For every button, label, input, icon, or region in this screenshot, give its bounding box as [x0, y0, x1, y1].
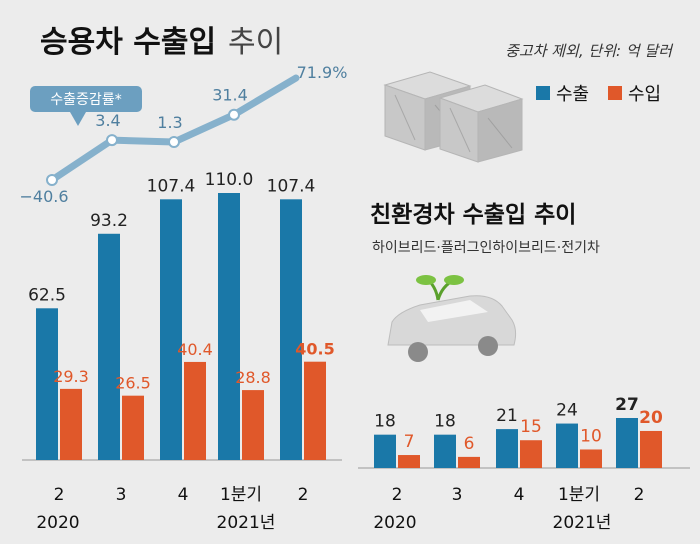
growth-rate-point	[106, 134, 118, 147]
year-label: 2021년	[217, 513, 276, 533]
x-tick-label: 4	[178, 485, 189, 505]
eco-export-value-label: 18	[374, 412, 396, 432]
x-tick-label: 2	[298, 485, 309, 505]
export-bar	[280, 199, 302, 460]
chart-marks: 62.5 93.2 107.4 110.0 107.4 29.3 26.5 40.4 28.8 4…	[19, 63, 663, 505]
growth-rate-point	[46, 174, 58, 186]
export-bar	[160, 199, 182, 460]
export-value-label: 93.2	[90, 211, 128, 231]
eco-import-value-label: 6	[464, 434, 475, 454]
export-bar	[98, 233, 120, 460]
x-tick-label: 2	[54, 485, 65, 505]
import-bar	[242, 390, 264, 460]
growth-rate-badge-label: 수출증감률*	[50, 92, 121, 108]
import-value-label: 28.8	[235, 368, 271, 387]
crates-illustration	[383, 71, 524, 163]
year-label: 2021년	[553, 513, 612, 533]
export-value-label: 107.4	[267, 176, 316, 196]
growth-rate-point	[228, 108, 240, 121]
growth-rate-label: 1.3	[157, 113, 182, 132]
eco-import-value-label: 10	[580, 426, 602, 446]
eco-x-tick-label: 3	[452, 485, 463, 505]
eco-x-tick-label: 1분기	[558, 485, 600, 505]
eco-export-bar	[496, 429, 518, 468]
eco-export-value-label: 18	[434, 412, 456, 432]
main-title-suffix: 추이	[228, 25, 283, 60]
year-label: 2020	[373, 513, 416, 533]
eco-import-value-label: 15	[520, 417, 542, 437]
import-value-label: 40.5	[295, 340, 334, 359]
eco-export-bar	[556, 423, 578, 468]
growth-rate-label: 71.9%	[297, 63, 348, 82]
eco-x-tick-label: 2	[634, 485, 645, 505]
eco-import-bar	[398, 455, 420, 468]
eco-import-bar	[458, 456, 480, 468]
import-bar	[184, 361, 206, 460]
import-bar	[122, 395, 144, 460]
export-bar	[218, 193, 240, 460]
growth-rate-label: −40.6	[19, 187, 68, 206]
legend-import-label: 수입	[628, 84, 661, 105]
import-bar	[304, 361, 326, 460]
export-value-label: 62.5	[28, 285, 66, 305]
growth-rate-badge: 수출증감률*	[30, 86, 142, 126]
eco-import-bar	[640, 430, 662, 468]
import-value-label: 40.4	[177, 340, 213, 359]
export-value-label: 110.0	[205, 170, 254, 190]
eco-export-value-label: 27	[615, 395, 639, 415]
eco-import-value-label: 20	[639, 408, 663, 428]
legend-import-swatch	[608, 86, 622, 100]
unit-note: 중고차 제외, 단위: 억 달러	[505, 42, 673, 60]
export-value-label: 107.4	[147, 176, 196, 196]
eco-import-bar	[580, 449, 602, 468]
export-bar	[36, 308, 58, 460]
eco-export-value-label: 21	[496, 406, 518, 426]
sub-title: 친환경차 수출입 추이	[370, 202, 576, 228]
eco-import-bar	[520, 440, 542, 468]
growth-rate-label: 3.4	[95, 111, 120, 130]
growth-rate-point	[168, 136, 180, 149]
import-bar	[60, 388, 82, 460]
x-tick-label: 3	[116, 485, 127, 505]
growth-rate-label: 31.4	[212, 86, 248, 105]
import-value-label: 29.3	[53, 367, 89, 386]
x-tick-label: 1분기	[220, 485, 262, 505]
eco-x-tick-label: 4	[514, 485, 525, 505]
legend-export-label: 수출	[556, 84, 589, 105]
eco-export-bar	[374, 434, 396, 468]
eco-export-value-label: 24	[556, 401, 578, 421]
eco-export-bar	[434, 434, 456, 468]
eco-x-tick-label: 2	[392, 485, 403, 505]
legend-export-swatch	[536, 86, 550, 100]
car-illustration	[387, 275, 517, 362]
sub-note: 하이브리드·플러그인하이브리드·전기차	[372, 240, 600, 256]
import-value-label: 26.5	[115, 374, 151, 393]
eco-import-value-label: 7	[404, 432, 415, 452]
main-title: 승용차 수출입	[40, 25, 216, 60]
eco-export-bar	[616, 418, 638, 468]
year-label: 2020	[36, 513, 79, 533]
